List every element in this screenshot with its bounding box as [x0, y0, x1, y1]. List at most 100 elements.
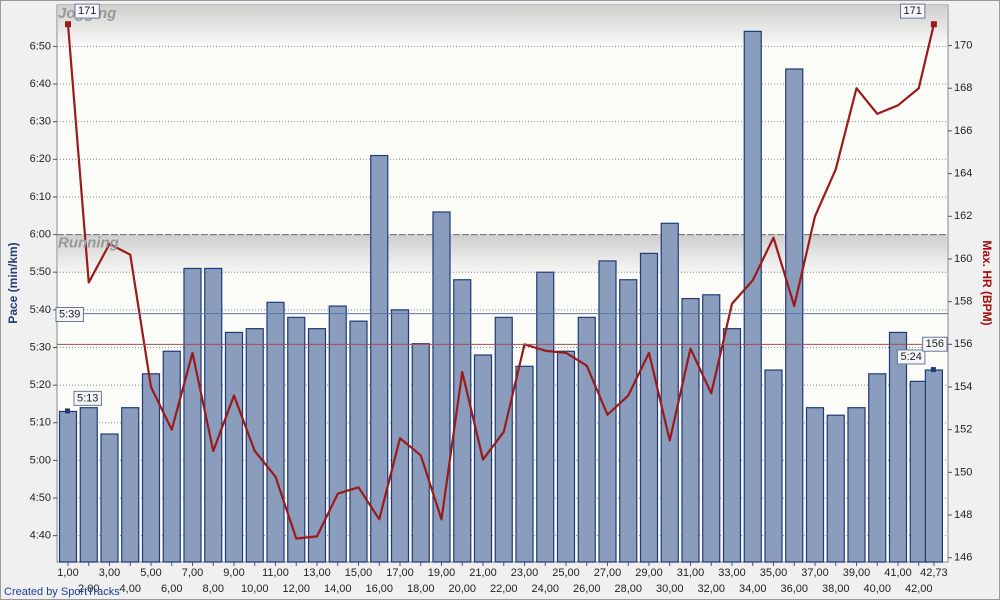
- value-label: 171: [904, 5, 922, 17]
- y-tick-label: 6:20: [30, 153, 51, 165]
- bar: [204, 267, 223, 563]
- point-marker: [64, 408, 70, 414]
- x-tick-label: 30,00: [656, 583, 684, 595]
- x-tick-label: 2,00: [78, 583, 99, 595]
- bar: [266, 301, 285, 563]
- x-tick-label: 41,00: [884, 567, 912, 579]
- x-tick-label: 15,00: [345, 567, 373, 579]
- x-tick-label: 17,00: [386, 567, 414, 579]
- point-marker: [64, 21, 71, 28]
- value-label-box: [73, 390, 102, 406]
- y2-tick-label: 158: [954, 296, 972, 308]
- bar: [868, 373, 887, 563]
- bar: [619, 279, 638, 563]
- bar: [909, 380, 928, 563]
- bar: [224, 331, 244, 563]
- x-tick-label: 40,00: [863, 583, 891, 595]
- bar: [577, 316, 596, 563]
- value-label-box: [55, 307, 84, 323]
- bar: [370, 154, 389, 563]
- x-tick-label: 42,73: [920, 567, 948, 579]
- x-tick-label: 22,00: [490, 583, 518, 595]
- x-tick-label: 37,00: [801, 567, 829, 579]
- x-tick-label: 38,00: [822, 583, 850, 595]
- bar: [888, 331, 908, 563]
- x-tick-label: 14,00: [324, 583, 352, 595]
- point-marker: [930, 21, 937, 28]
- bar: [390, 309, 410, 563]
- y2-tick-label: 160: [954, 253, 972, 265]
- bar: [432, 211, 451, 563]
- x-tick-label: 34,00: [739, 583, 767, 595]
- x-tick-label: 12,00: [282, 583, 310, 595]
- x-tick-label: 16,00: [365, 583, 393, 595]
- bar: [245, 328, 264, 563]
- x-tick-label: 10,00: [241, 583, 269, 595]
- zone-label: Running: [58, 235, 119, 252]
- x-tick-label: 21,00: [469, 567, 497, 579]
- value-label: 156: [926, 338, 944, 350]
- bar: [764, 369, 783, 563]
- bar: [681, 297, 700, 563]
- x-tick-label: 29,00: [635, 567, 663, 579]
- x-tick-label: 11,00: [262, 567, 289, 579]
- y2-axis-title: Max. HR (BPM): [980, 240, 994, 325]
- bar: [349, 320, 368, 563]
- bar: [556, 350, 576, 563]
- y2-tick-label: 162: [954, 210, 972, 222]
- x-tick-label: 7,00: [182, 567, 203, 579]
- bar: [722, 328, 742, 563]
- value-label-box: [74, 3, 100, 19]
- bar: [924, 369, 943, 563]
- y-axis-title: Pace (min/km): [6, 242, 20, 323]
- y2-tick-label: 152: [954, 424, 972, 436]
- x-tick-label: 23,00: [511, 567, 539, 579]
- x-tick-label: 27,00: [594, 567, 622, 579]
- bar: [328, 305, 347, 563]
- x-tick-label: 32,00: [697, 583, 725, 595]
- bar: [515, 365, 534, 563]
- zone-band: [58, 5, 947, 43]
- bar: [494, 316, 513, 563]
- y-tick-label: 5:40: [30, 304, 51, 316]
- bar: [660, 222, 679, 563]
- bar: [639, 252, 659, 563]
- y2-tick-label: 168: [954, 82, 972, 94]
- x-tick-label: 8,00: [203, 583, 224, 595]
- x-tick-label: 28,00: [614, 583, 642, 595]
- y2-tick-label: 170: [954, 39, 972, 51]
- bar: [847, 407, 866, 563]
- bar: [536, 271, 555, 563]
- value-label-box: [900, 3, 926, 19]
- bar: [826, 414, 845, 563]
- value-label: 5:39: [59, 309, 80, 321]
- y-tick-label: 4:40: [30, 530, 51, 542]
- x-tick-label: 35,00: [760, 567, 788, 579]
- y-tick-label: 5:10: [30, 417, 51, 429]
- y2-tick-label: 150: [954, 466, 972, 478]
- y-tick-label: 6:10: [30, 191, 51, 203]
- x-tick-label: 39,00: [843, 567, 871, 579]
- y-tick-label: 5:50: [30, 266, 51, 278]
- y2-tick-label: 148: [954, 509, 972, 521]
- x-tick-label: 25,00: [552, 567, 580, 579]
- x-tick-label: 13,00: [303, 567, 331, 579]
- bar: [702, 294, 721, 563]
- x-tick-label: 18,00: [407, 583, 435, 595]
- y2-tick-label: 156: [954, 338, 972, 350]
- y-tick-label: 6:30: [30, 116, 51, 128]
- x-tick-label: 5,00: [140, 567, 161, 579]
- y-tick-label: 4:50: [30, 492, 51, 504]
- y2-tick-label: 146: [954, 552, 972, 564]
- x-tick-label: 26,00: [573, 583, 601, 595]
- x-tick-label: 33,00: [718, 567, 746, 579]
- y-tick-label: 6:40: [30, 78, 51, 90]
- bar: [743, 30, 762, 563]
- point-marker: [930, 367, 936, 373]
- y-tick-label: 6:50: [30, 40, 51, 52]
- y2-tick-label: 164: [954, 168, 972, 180]
- x-tick-label: 6,00: [161, 583, 182, 595]
- footer: Created by SportTracks: [4, 586, 120, 598]
- hr-line: [66, 23, 935, 540]
